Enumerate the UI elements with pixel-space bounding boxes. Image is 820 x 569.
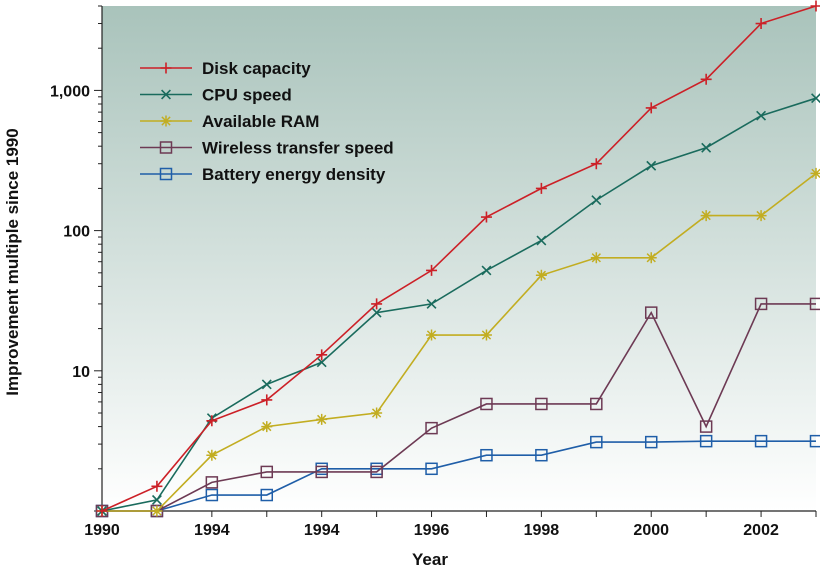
series-0 <box>96 0 820 517</box>
data-point <box>261 379 272 390</box>
data-point <box>316 413 328 425</box>
data-point <box>425 462 438 476</box>
data-point <box>316 357 327 368</box>
legend-swatch-marker <box>160 62 172 74</box>
data-point <box>426 329 438 341</box>
data-point <box>700 73 712 85</box>
data-point <box>590 397 603 411</box>
data-point <box>811 93 820 104</box>
data-point <box>480 448 493 462</box>
y-tick-label: 100 <box>63 224 90 241</box>
data-point <box>426 298 437 309</box>
data-point <box>316 349 328 361</box>
axes: 10 100 1,000 1990 1994 1994 1996 1998 2000 2002 <box>50 5 817 539</box>
data-point <box>699 420 713 433</box>
y-tick-label: 1,000 <box>50 83 90 100</box>
legend-swatch-marker <box>161 89 171 100</box>
data-point <box>206 415 218 427</box>
data-point <box>591 195 602 206</box>
data-point <box>261 421 273 433</box>
y-axis-title: Improvement multiple since 1990 <box>3 128 22 395</box>
series-line <box>102 172 817 512</box>
data-point <box>701 142 712 153</box>
x-tick-label: 1994 <box>304 522 340 539</box>
data-point <box>426 264 438 276</box>
x-tick-label: 1996 <box>414 522 450 539</box>
data-point <box>644 306 658 319</box>
legend: Disk capacity CPU speed Available RAM Wirel… <box>140 59 394 184</box>
series-line <box>102 303 816 512</box>
data-point <box>535 269 547 281</box>
data-point <box>644 435 658 449</box>
x-tick-label: 1998 <box>524 522 560 539</box>
series-2 <box>96 167 820 517</box>
data-point <box>151 505 163 517</box>
data-point <box>755 18 767 30</box>
x-axis-title: Year <box>412 550 448 569</box>
series-line <box>101 97 817 512</box>
data-point <box>590 252 602 264</box>
data-point <box>425 421 438 435</box>
data-point <box>151 480 163 492</box>
x-tick-label: 2000 <box>633 522 669 539</box>
x-tick-label: 2002 <box>743 522 779 539</box>
data-point <box>590 435 603 449</box>
data-point <box>590 158 602 170</box>
legend-swatch-marker <box>160 115 172 127</box>
data-point <box>754 434 768 448</box>
data-point <box>809 297 820 311</box>
series-line <box>102 440 816 512</box>
data-point <box>810 167 820 179</box>
data-point <box>260 488 274 502</box>
data-point <box>371 407 383 419</box>
data-point <box>315 465 328 479</box>
series-line <box>101 5 817 512</box>
series-1 <box>97 93 820 516</box>
legend-label: Wireless transfer speed <box>202 139 394 158</box>
legend-label: CPU speed <box>202 86 292 105</box>
data-point <box>754 297 768 311</box>
data-point <box>646 160 657 171</box>
data-point <box>535 448 548 462</box>
data-point <box>480 397 493 411</box>
data-point <box>96 505 108 517</box>
y-tick-label: 10 <box>72 364 90 381</box>
data-point <box>645 252 657 264</box>
legend-label: Available RAM <box>202 112 319 131</box>
legend-swatch-marker <box>159 167 173 181</box>
data-point <box>205 476 219 489</box>
data-point <box>645 102 657 114</box>
data-point <box>261 394 273 406</box>
legend-label: Disk capacity <box>202 59 311 78</box>
data-point <box>371 298 383 310</box>
data-point <box>755 210 767 222</box>
data-point <box>480 211 492 223</box>
data-point <box>536 235 547 246</box>
plot-background <box>102 6 816 511</box>
data-point <box>260 465 274 479</box>
data-point <box>371 307 382 318</box>
x-tick-label: 1990 <box>84 522 120 539</box>
data-point <box>205 488 219 502</box>
x-tick-label: 1994 <box>194 522 230 539</box>
data-point <box>480 329 492 341</box>
data-point <box>699 434 713 448</box>
legend-label: Battery energy density <box>202 165 386 184</box>
data-point <box>535 397 548 411</box>
legend-swatch-marker <box>159 141 173 154</box>
data-point <box>700 210 712 222</box>
series-layer <box>95 0 820 518</box>
data-point <box>370 465 383 479</box>
data-point <box>151 494 162 505</box>
data-point <box>809 434 820 448</box>
data-point <box>206 449 218 461</box>
data-point <box>481 265 492 276</box>
data-point <box>535 182 547 194</box>
data-point <box>756 110 767 121</box>
